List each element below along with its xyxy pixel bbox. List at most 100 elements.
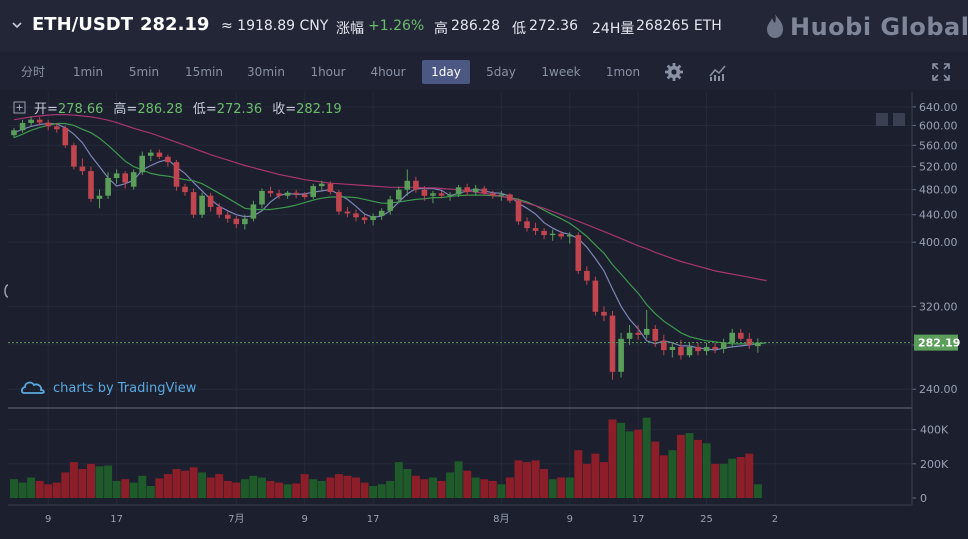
candle-body — [661, 340, 667, 351]
candle-body — [498, 194, 505, 196]
volume-bar — [138, 475, 147, 498]
volume-bar — [446, 472, 455, 498]
drag-handle-icon[interactable] — [4, 284, 9, 298]
volume-bar — [223, 480, 232, 498]
candle-body — [113, 173, 120, 178]
volume-bar — [112, 480, 121, 498]
volume-bar — [642, 417, 651, 498]
tf-5day[interactable]: 5day — [486, 65, 516, 79]
volume-bar — [429, 477, 437, 498]
pane-collapse-button[interactable] — [876, 113, 888, 126]
volume-bar — [232, 482, 241, 498]
legend-high-value: 286.28 — [137, 102, 183, 117]
volume-bar — [155, 478, 164, 498]
volume-bar — [300, 474, 309, 498]
chart-area[interactable]: 9177月9178月917252240.00280.00320.00400.00… — [0, 90, 968, 535]
svg-text:开=278.66高=286.28低=272.36收=282.: 开=278.66 高=286.28 低=272.36 收=282.19 — [34, 101, 342, 117]
tf-fenshi[interactable]: 分时 — [20, 65, 45, 79]
candle-body — [421, 189, 428, 196]
volume-bar — [600, 462, 608, 498]
price-axis-tick-label: 320.00 — [919, 300, 958, 313]
legend-toggle-icon[interactable] — [13, 101, 26, 114]
volume-axis-tick-label: 0 — [920, 492, 927, 505]
symbol-name[interactable]: ETH/USDT — [32, 14, 134, 35]
volume-bar — [189, 467, 198, 499]
tf-1min[interactable]: 1min — [72, 65, 104, 79]
volume-bar — [488, 480, 497, 498]
high-label: 高 — [434, 21, 448, 37]
volume-value: 268265 ETH — [636, 18, 722, 34]
volume-bar — [352, 477, 360, 498]
candle-body — [507, 194, 513, 201]
candle-body — [182, 186, 188, 193]
chevron-down-icon[interactable] — [12, 20, 22, 30]
ticker-header: ETH/USDT 282.19 ≈ 1918.89 CNY 涨幅 +1.26% … — [0, 0, 968, 52]
candle-body — [344, 211, 351, 214]
candle-body — [293, 192, 299, 195]
candle-body — [490, 193, 496, 196]
time-axis-tick-label: 9 — [45, 514, 51, 525]
candle-body — [36, 119, 43, 123]
volume-bar — [95, 466, 104, 498]
volume-label: 24H量 — [592, 21, 635, 37]
candle-body — [327, 183, 334, 192]
candle-body — [601, 311, 607, 316]
candle-body — [370, 216, 376, 220]
candle-body — [729, 332, 735, 343]
volume-bar — [377, 484, 386, 498]
tf-5min[interactable]: 5min — [128, 65, 160, 79]
tf-15min[interactable]: 15min — [185, 65, 223, 79]
moving-average-line — [13, 122, 767, 345]
candle-body — [130, 172, 137, 187]
volume-bar — [591, 453, 600, 498]
volume-bar — [736, 457, 745, 498]
volume-bar — [694, 439, 702, 498]
candle-body — [464, 187, 470, 193]
time-axis-tick-label: 2 — [772, 514, 778, 525]
pane-maximize-button[interactable] — [893, 113, 905, 126]
volume-bar — [728, 458, 737, 498]
candlestick-chart[interactable]: 9177月9178月917252240.00280.00320.00400.00… — [0, 90, 968, 535]
pane-controls[interactable] — [876, 113, 905, 126]
low-label: 低 — [512, 21, 526, 37]
moving-average-line — [13, 122, 767, 351]
tf-1hour[interactable]: 1hour — [310, 65, 346, 79]
time-axis-tick-label: 25 — [700, 514, 713, 525]
candle-body — [336, 192, 342, 212]
candle-body — [575, 235, 582, 271]
candle-body — [413, 180, 419, 190]
volume-bar — [540, 469, 549, 498]
volume-bar — [719, 463, 728, 498]
volume-bar — [334, 474, 343, 498]
price-axis-tick-label: 560.00 — [919, 139, 958, 152]
volume-bar — [27, 477, 36, 498]
time-axis-tick-label: 17 — [367, 514, 380, 525]
volume-bar — [52, 482, 61, 498]
volume-bar — [574, 450, 583, 498]
candle-body — [156, 152, 163, 157]
candle-body — [96, 195, 103, 199]
candle-body — [712, 346, 718, 349]
volume-bar — [617, 422, 626, 498]
time-axis-tick-label: 17 — [110, 514, 123, 525]
volume-bar — [625, 431, 634, 498]
last-price-label: 282.19 — [918, 337, 960, 350]
fullscreen-icon[interactable] — [931, 62, 951, 82]
candle-body — [301, 194, 308, 197]
tf-1week[interactable]: 1week — [541, 65, 581, 79]
gear-icon[interactable] — [664, 62, 684, 82]
candle-body — [592, 280, 599, 312]
volume-bar — [659, 455, 668, 498]
cloud-icon — [20, 381, 45, 394]
volume-bar — [87, 463, 95, 498]
chart-indicator-icon[interactable] — [708, 62, 728, 82]
timeframe-toolbar: 分时 1min 5min 15min 30min 1hour 4hour 1da… — [0, 52, 968, 90]
volume-bar — [420, 479, 429, 498]
tradingview-watermark[interactable]: charts by TradingView — [20, 381, 197, 396]
tf-30min[interactable]: 30min — [247, 65, 285, 79]
tf-1mon[interactable]: 1mon — [605, 65, 641, 79]
candle-body — [720, 342, 727, 349]
volume-bar — [61, 472, 70, 498]
tf-4hour[interactable]: 4hour — [370, 65, 406, 79]
tf-1day[interactable]: 1day — [422, 60, 470, 84]
